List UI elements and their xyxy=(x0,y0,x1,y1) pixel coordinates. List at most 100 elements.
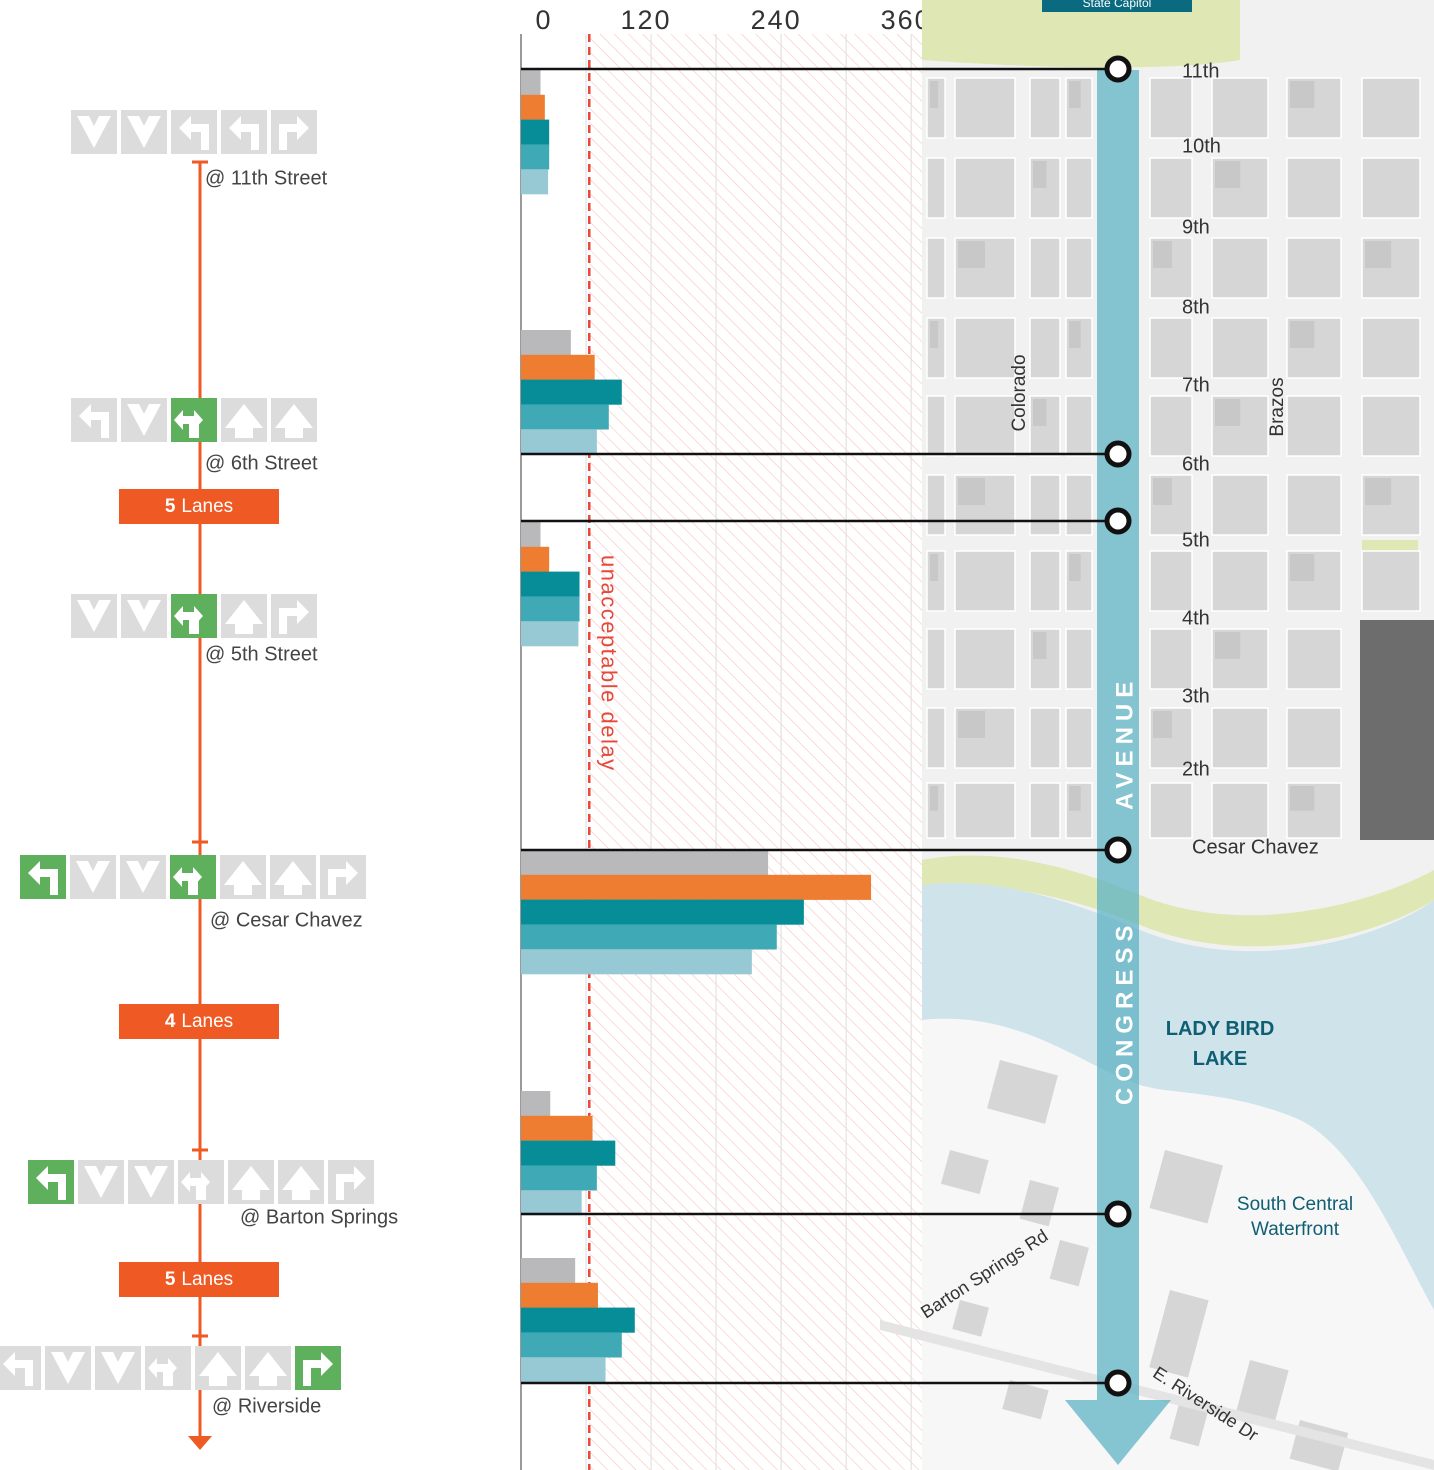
lane-arrow xyxy=(225,404,263,438)
lane-arrow xyxy=(36,1166,66,1200)
lane-arrow xyxy=(3,1352,33,1386)
bar xyxy=(521,924,777,950)
block xyxy=(1069,786,1081,811)
lane-icon xyxy=(70,855,116,899)
bar xyxy=(521,571,580,597)
bar xyxy=(521,94,545,120)
bar xyxy=(521,621,579,647)
block xyxy=(958,478,985,505)
x-tick-label: 0 xyxy=(535,5,552,35)
block xyxy=(930,321,939,348)
block xyxy=(954,77,1016,139)
block xyxy=(1029,782,1061,839)
block xyxy=(1211,77,1269,139)
lane-arrow xyxy=(249,1352,287,1386)
block xyxy=(1153,711,1172,738)
bar xyxy=(521,874,872,900)
bar xyxy=(521,169,549,195)
intersection-label: @ 11th Street xyxy=(205,167,328,189)
block xyxy=(1361,550,1421,612)
street-label: Brazos xyxy=(1267,377,1288,436)
street-label: 3th xyxy=(1182,685,1210,707)
street-label: 2th xyxy=(1182,758,1210,780)
block xyxy=(954,395,1016,457)
lane-arrow xyxy=(279,116,309,150)
lane-icon xyxy=(178,1160,224,1204)
bar xyxy=(521,119,550,145)
intersection-label: @ Riverside xyxy=(212,1395,321,1417)
lane-diagram: @ 11th Street @ 6th Street @ 5th Street @ C… xyxy=(0,110,398,1450)
threshold-label: unacceptable delay xyxy=(596,555,621,772)
block xyxy=(954,550,1016,612)
bar xyxy=(521,596,580,622)
bar xyxy=(521,379,622,405)
avenue-arrow xyxy=(1065,1400,1171,1465)
block xyxy=(958,711,985,738)
lane-icon xyxy=(128,1160,174,1204)
block xyxy=(1029,550,1061,612)
lane-arrow xyxy=(174,606,203,634)
bar xyxy=(521,546,550,572)
block xyxy=(1149,395,1193,457)
block xyxy=(1033,399,1047,426)
block xyxy=(930,554,939,581)
map: CONGRESS AVENUE State Capitol 11th 10th 9th 8t… xyxy=(880,0,1434,1470)
block xyxy=(1149,550,1193,612)
bar xyxy=(521,1332,622,1358)
bar xyxy=(521,1190,582,1216)
lane-icon xyxy=(0,1346,41,1390)
lane-unit: Lanes xyxy=(181,1011,233,1032)
bar xyxy=(521,429,597,455)
lane-icon xyxy=(121,398,167,442)
block xyxy=(1234,1360,1289,1429)
bar xyxy=(521,850,769,876)
lane-unit: Lanes xyxy=(181,1269,233,1290)
lane-arrow xyxy=(181,1172,210,1200)
block xyxy=(1149,782,1193,839)
lane-box xyxy=(119,1262,279,1297)
lane-arrow xyxy=(179,116,209,150)
bar xyxy=(521,330,571,356)
bar xyxy=(521,1140,616,1166)
block xyxy=(1361,77,1421,139)
lane-icon xyxy=(270,855,316,899)
block xyxy=(926,474,946,536)
title-box xyxy=(1042,0,1192,12)
block xyxy=(1029,707,1061,769)
block xyxy=(1065,628,1093,690)
building xyxy=(1360,620,1434,840)
lane-icon xyxy=(45,1346,91,1390)
lane-unit: Lanes xyxy=(181,496,233,517)
block xyxy=(1286,157,1342,219)
lane-icon xyxy=(121,594,167,638)
block xyxy=(1361,157,1421,219)
lane-arrow xyxy=(232,1166,270,1200)
block xyxy=(1290,321,1315,348)
block xyxy=(1153,478,1172,505)
lane-icon xyxy=(71,398,117,442)
intersection-marker xyxy=(1104,1369,1132,1397)
lane-label: 4 Lanes xyxy=(165,1011,233,1032)
lake-label-line: LADY BIRD xyxy=(1166,1018,1275,1040)
block xyxy=(1069,321,1081,348)
block xyxy=(1290,786,1315,811)
block xyxy=(930,786,939,811)
lane-arrow xyxy=(127,404,161,436)
intersection-marker xyxy=(1104,440,1132,468)
block xyxy=(1153,241,1172,268)
block xyxy=(926,628,946,690)
block xyxy=(1149,1289,1209,1378)
hatch-region xyxy=(589,34,922,1470)
chart-area: 0 120 240 360 unacceptable delay xyxy=(520,5,930,1470)
block xyxy=(1149,157,1193,219)
block xyxy=(1149,628,1193,690)
lane-arrow xyxy=(229,116,259,150)
lane-label: 5 Lanes xyxy=(165,1269,233,1290)
lane-icon xyxy=(95,1346,141,1390)
lane-count: 4 xyxy=(165,1011,176,1032)
bar xyxy=(521,1357,606,1383)
lane-arrow xyxy=(77,116,111,148)
district-line: South Central xyxy=(1237,1194,1353,1215)
bar xyxy=(521,1165,597,1191)
bar xyxy=(521,1115,593,1141)
